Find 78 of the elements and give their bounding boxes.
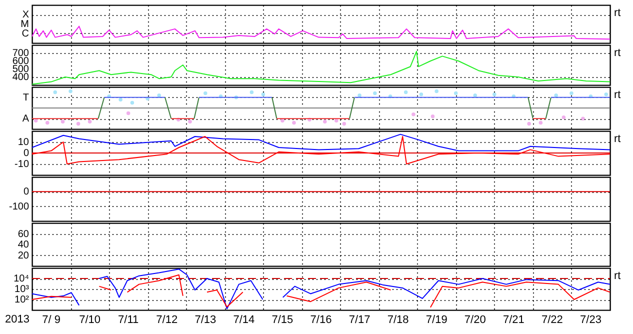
x-tick-label: 7/ 9	[42, 314, 60, 326]
point	[130, 100, 134, 105]
y-tick-label: -100	[8, 201, 30, 212]
line-series	[32, 136, 610, 164]
text: rt	[614, 47, 621, 59]
x-tick-label: 7/13	[194, 314, 216, 326]
x-tick-label: 7/21	[502, 314, 524, 326]
point	[434, 89, 438, 94]
point	[188, 120, 192, 124]
point	[53, 90, 58, 94]
y-tick-label: 20	[18, 250, 30, 262]
x-tick-label: 7/22	[541, 314, 563, 326]
point	[430, 114, 435, 118]
point	[342, 122, 346, 126]
text: rt	[614, 133, 621, 145]
point	[118, 98, 122, 102]
point	[404, 90, 408, 94]
point	[157, 94, 161, 98]
point	[250, 90, 254, 94]
text: A	[22, 114, 30, 125]
y-tick-label: 40	[18, 240, 30, 250]
line-series	[32, 134, 610, 152]
text: M	[20, 19, 29, 30]
point	[604, 92, 608, 96]
text: rt	[614, 270, 621, 282]
point	[88, 120, 92, 124]
point	[570, 91, 574, 96]
x-tick-label: 7/10	[79, 314, 101, 326]
x-tick-label: 7/20	[464, 314, 486, 326]
x-tick-label: 7/11	[118, 314, 139, 326]
point	[46, 120, 50, 125]
point	[68, 89, 72, 94]
point	[454, 91, 458, 96]
y-tick-label: -10	[14, 159, 30, 170]
point	[358, 94, 362, 98]
point	[76, 122, 80, 126]
point	[60, 120, 65, 124]
y-tick-label: 10²	[14, 294, 30, 306]
point	[562, 116, 566, 120]
point	[323, 120, 327, 124]
x-tick-label: 7/16	[310, 314, 332, 326]
point	[538, 120, 543, 125]
y-tick-label: 0	[23, 186, 30, 198]
x-axis-title: 2013	[5, 314, 30, 326]
y-tick-label: 10	[18, 137, 30, 148]
point	[334, 118, 338, 122]
point	[473, 94, 478, 98]
point	[373, 91, 377, 96]
y-tick-label: 400	[12, 72, 30, 83]
line-series	[32, 50, 610, 85]
y-tick-label: 60	[18, 228, 30, 240]
y-tick-label: 10⁴	[14, 274, 29, 284]
y-tick-label: 10³	[14, 284, 30, 295]
point	[292, 120, 296, 125]
point	[419, 92, 424, 96]
point	[527, 122, 531, 126]
point	[34, 118, 38, 122]
text: T	[22, 92, 29, 104]
text: rt	[614, 89, 621, 101]
text: rt	[614, 7, 621, 19]
x-tick-label: 7/12	[156, 314, 178, 326]
point	[126, 111, 130, 116]
point	[554, 94, 558, 98]
x-tick-label: 7/14	[233, 314, 255, 326]
point	[581, 116, 585, 120]
x-tick-label: 7/19	[426, 314, 448, 326]
x-tick-label: 7/23	[580, 314, 602, 326]
text: C	[22, 28, 29, 40]
point	[261, 92, 266, 96]
x-tick-label: 7/17	[348, 314, 370, 326]
point	[492, 92, 496, 96]
point	[204, 91, 208, 96]
x-tick-label: 7/15	[272, 314, 294, 326]
point	[412, 112, 416, 116]
text: X	[22, 10, 30, 21]
y-tick-label: 0	[23, 148, 30, 159]
point	[280, 118, 284, 122]
x-tick-label: 7/18	[387, 314, 409, 326]
